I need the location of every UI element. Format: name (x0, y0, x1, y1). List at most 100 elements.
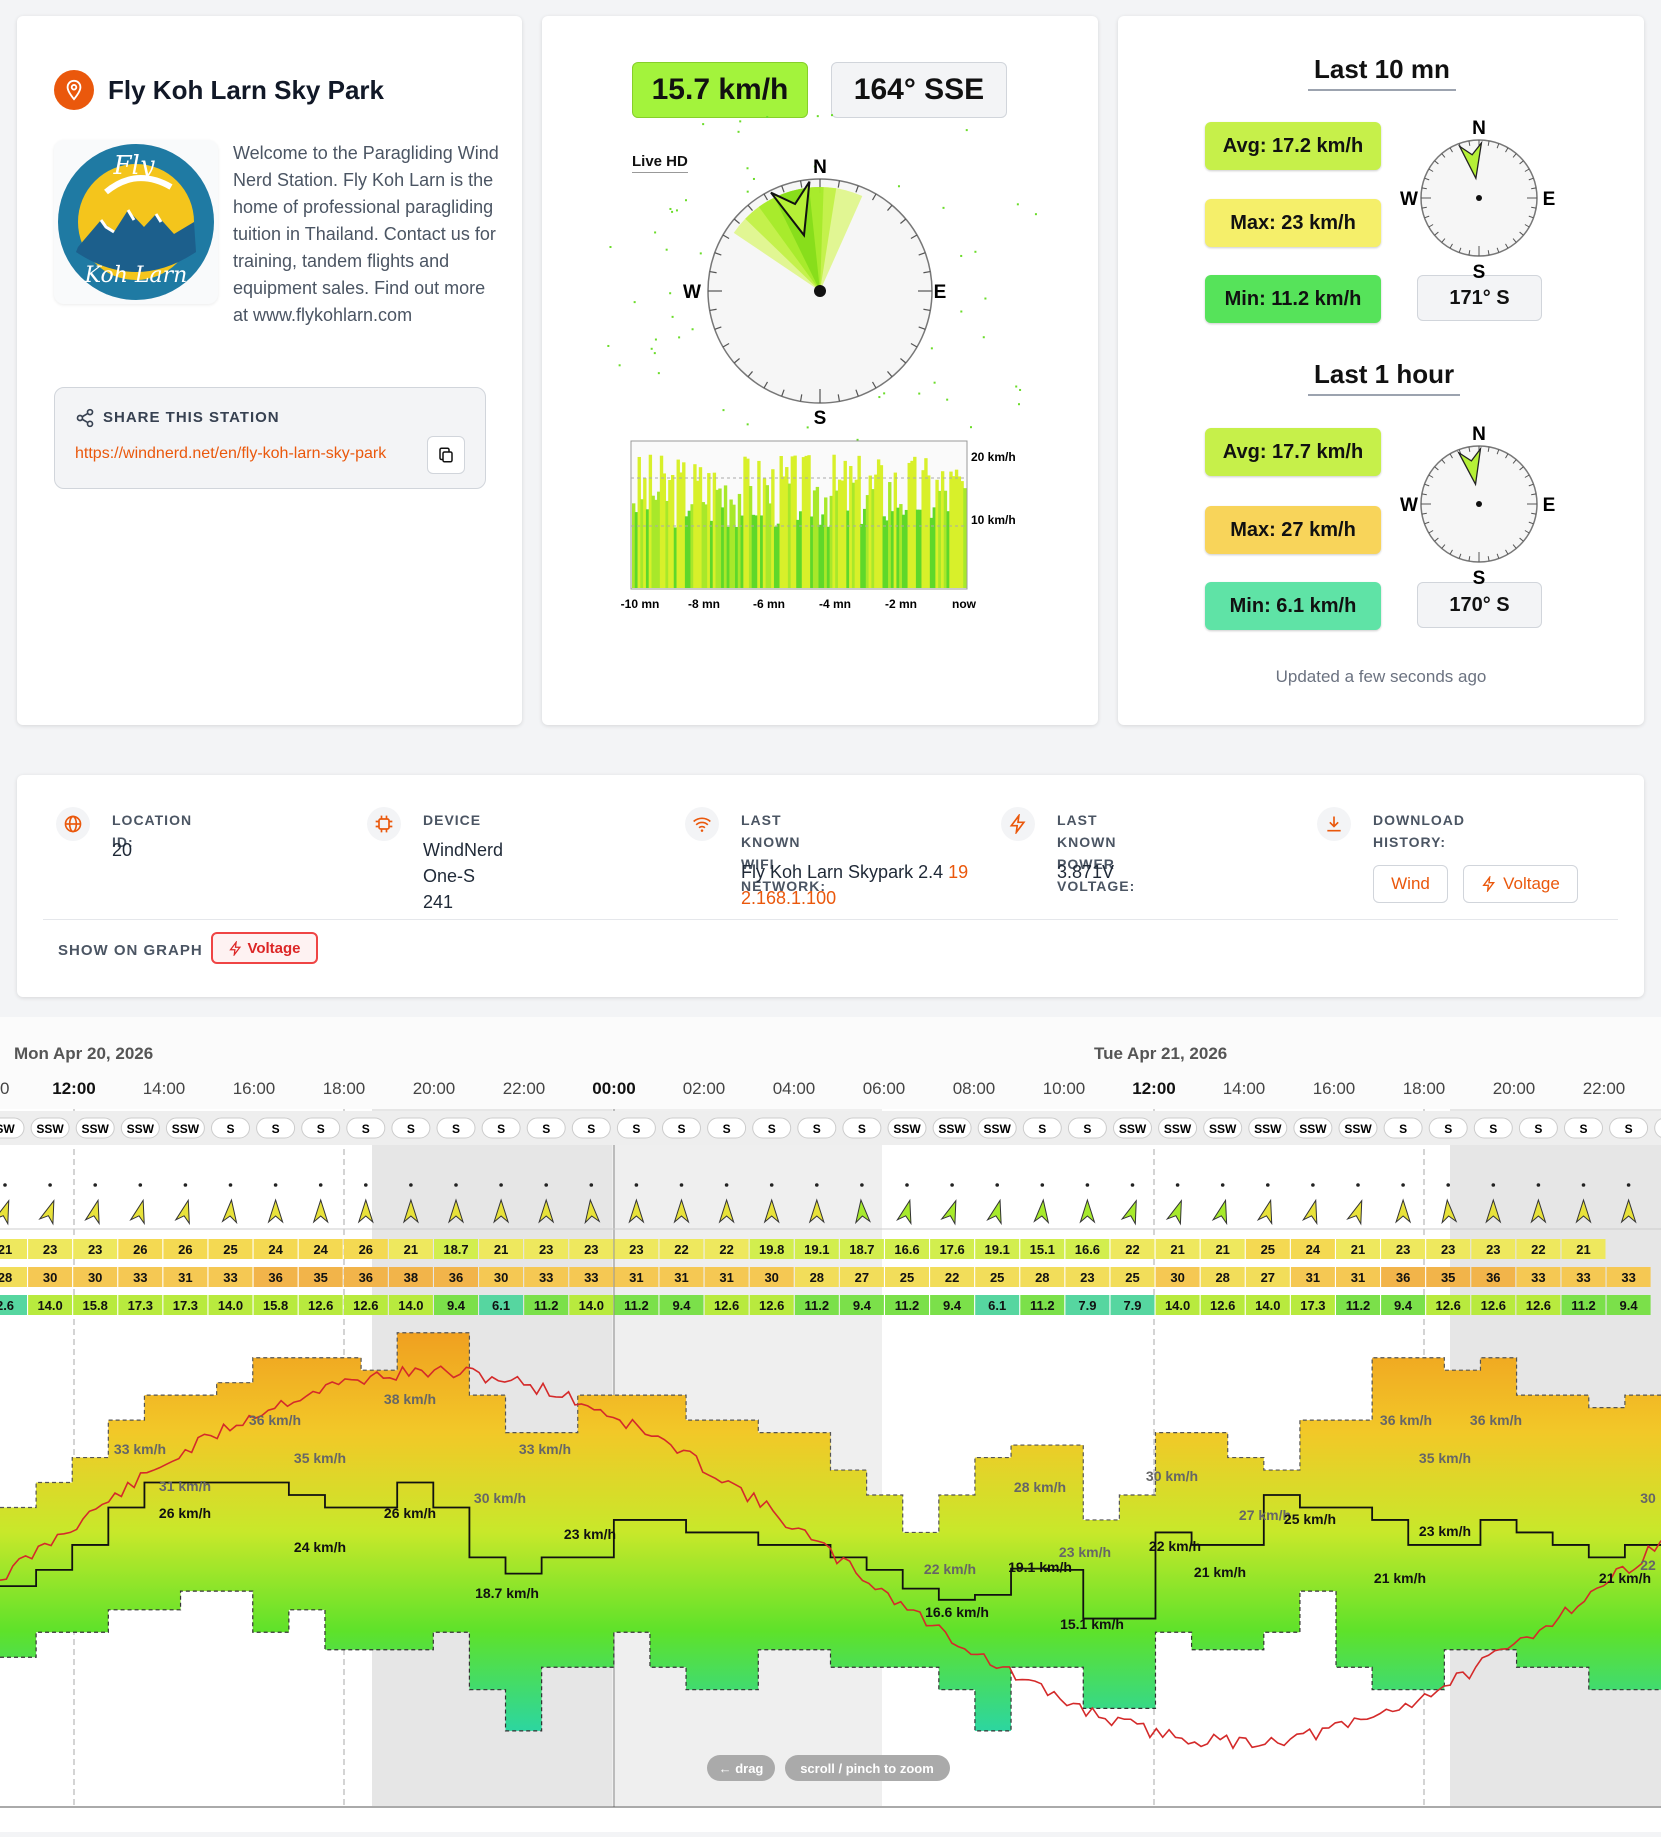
wind-arrow-icon (221, 1198, 238, 1225)
value-label: 25 (900, 1270, 914, 1285)
value-cell (749, 1267, 794, 1287)
svg-text:scroll / pinch to zoom: scroll / pinch to zoom (800, 1761, 934, 1776)
dir-pill (75, 1117, 115, 1139)
value-label: 23 (88, 1242, 102, 1257)
value-label: 36 (268, 1270, 282, 1285)
gust-value-label: 27 km/h (1239, 1507, 1291, 1523)
day-label: Mon Apr 20, 2026 (14, 1044, 153, 1063)
value-label: 15.8 (263, 1298, 288, 1313)
dir-pill (707, 1117, 747, 1139)
download-voltage-button[interactable]: Voltage (1463, 865, 1578, 903)
value-cell (885, 1267, 929, 1287)
wind-arrow-icon (718, 1198, 735, 1224)
value-label: 12.6 (1210, 1298, 1235, 1313)
value-cell (343, 1295, 388, 1315)
value-cell (163, 1295, 208, 1315)
value-label: 28 (0, 1270, 12, 1285)
value-label: 19.1 (985, 1242, 1010, 1257)
value-label: 7.9 (1123, 1298, 1141, 1313)
hour-label: 14:00 (143, 1079, 186, 1098)
value-cell (1110, 1267, 1155, 1287)
live-direction-badge: 164° SSE (831, 62, 1007, 118)
dir-pill (1564, 1117, 1603, 1139)
dir-pill (977, 1117, 1017, 1139)
value-label: 24 (313, 1242, 328, 1257)
value-cell (885, 1239, 929, 1259)
dir-label: S (677, 1122, 685, 1136)
value-cell (839, 1295, 884, 1315)
download-wind-button[interactable]: Wind (1373, 865, 1448, 903)
value-cell (298, 1239, 343, 1259)
value-cell (434, 1267, 478, 1287)
dir-label: S (317, 1122, 325, 1136)
value-label: 9.4 (1620, 1298, 1639, 1313)
value-cell (1200, 1267, 1245, 1287)
share-url-link[interactable]: https://windnerd.net/en/fly-koh-larn-sky… (75, 445, 387, 462)
dir-label: S (226, 1122, 234, 1136)
lightning-icon (1001, 807, 1035, 841)
dir-label: SSW (1119, 1122, 1147, 1136)
history-chart[interactable]: Mon Apr 20, 2026 Tue Apr 21, 2026 0 12:00 14… (0, 1017, 1661, 1832)
value-label: 11.2 (895, 1298, 920, 1313)
wind-stats-card: Last 10 mn Avg: 17.2 km/h Max: 23 km/h M… (1118, 16, 1644, 725)
value-cell (1155, 1267, 1200, 1287)
dir-pill (1113, 1117, 1152, 1139)
value-cell (1471, 1267, 1516, 1287)
voltage-line (0, 1365, 1661, 1750)
avg-value-label: 23 km/h (1419, 1523, 1471, 1539)
zoom-hint: scroll / pinch to zoom (785, 1755, 950, 1781)
value-cell (118, 1295, 163, 1315)
last-10-min: Min: 11.2 km/h (1205, 275, 1381, 323)
wind-range-area (0, 1332, 1661, 1731)
dir-pill (120, 1117, 160, 1139)
value-label: 12.6 (1526, 1298, 1551, 1313)
wind-arrow-icon (940, 1199, 957, 1226)
station-meta-card: LOCATION ID: 20 DEVICE WindNerd One-S 24… (17, 775, 1644, 997)
copy-url-button[interactable] (427, 436, 465, 474)
dir-pill (391, 1117, 431, 1139)
dir-pill (842, 1117, 882, 1139)
value-cell (704, 1267, 749, 1287)
value-cell (118, 1239, 163, 1259)
day-label: Tue Apr 21, 2026 (1094, 1044, 1227, 1063)
wind-arrow-icon (1256, 1198, 1273, 1226)
wind-arrow-icon (1346, 1199, 1363, 1226)
value-label: 14.0 (1165, 1298, 1190, 1313)
value-cell (930, 1239, 975, 1259)
value-label: 23 (629, 1242, 643, 1257)
gust-value-label: 22 (1640, 1557, 1656, 1573)
dir-pill (481, 1117, 521, 1139)
wind-arrow-icon (538, 1198, 555, 1224)
value-label: 30 (88, 1270, 102, 1285)
hour-label: 10:00 (1043, 1079, 1086, 1098)
gust-value-label: 22 km/h (924, 1561, 976, 1577)
value-label: 23 (584, 1242, 598, 1257)
dir-label: S (362, 1122, 370, 1136)
device-label: DEVICE (423, 812, 482, 828)
last-1h-compass: N E S W (1400, 424, 1555, 589)
value-label: 17.3 (173, 1298, 198, 1313)
value-label: 27 (1261, 1270, 1275, 1285)
value-cell (1516, 1239, 1561, 1259)
dir-pill (887, 1117, 927, 1139)
wind-arrow-icon (1033, 1198, 1050, 1225)
last-10-max: Max: 23 km/h (1205, 199, 1381, 247)
location-id-label: LOCATION ID: (112, 812, 193, 850)
dir-label: S (813, 1122, 821, 1136)
value-label: 21 (1215, 1242, 1229, 1257)
value-label: 27 (855, 1270, 869, 1285)
dir-label: SSW (82, 1122, 110, 1136)
history-chart-panel[interactable]: Mon Apr 20, 2026 Tue Apr 21, 2026 0 12:00 14… (0, 1017, 1661, 1832)
value-label: 33 (133, 1270, 147, 1285)
mini-direction-arrow-icon (1457, 446, 1482, 487)
value-label: 14.0 (218, 1298, 243, 1313)
lightning-icon (1482, 876, 1496, 892)
hour-label: 20:00 (413, 1079, 456, 1098)
wind-arrow-icon (129, 1198, 145, 1226)
value-label: 30 (764, 1270, 778, 1285)
voltage-graph-toggle[interactable]: Voltage (211, 932, 318, 964)
wind-arrow-icon (808, 1198, 825, 1224)
value-cell (28, 1267, 73, 1287)
value-cell (1381, 1267, 1426, 1287)
graph-x-label: -6 mn (753, 597, 785, 611)
